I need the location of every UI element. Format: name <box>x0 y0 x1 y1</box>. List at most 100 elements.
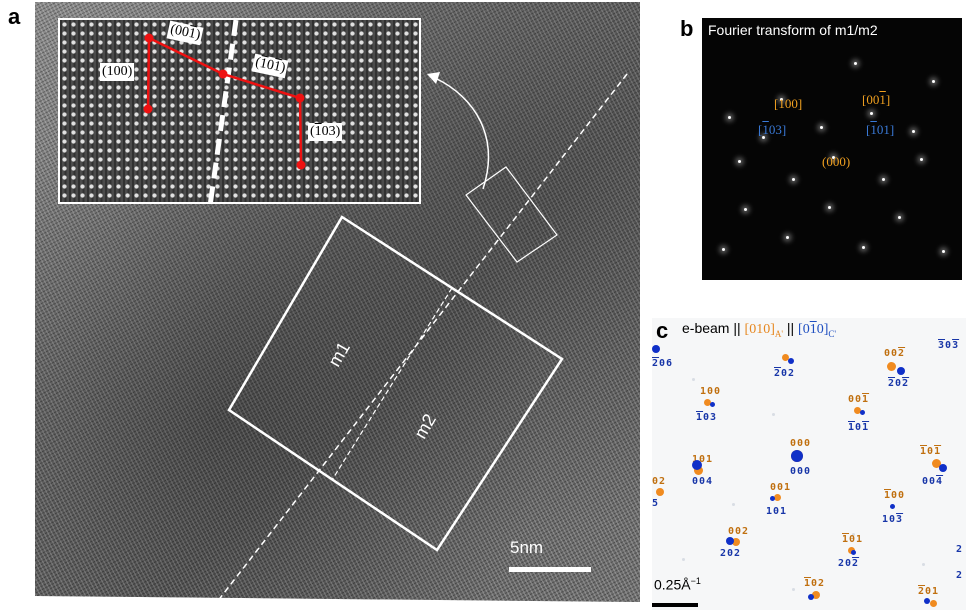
hkl-label: 100 <box>700 386 722 397</box>
panel-b-fft: Fourier transform of m1/m2 [100] [001] [… <box>702 18 962 280</box>
hkl-label: 101 <box>920 446 942 457</box>
scale-bar-c <box>652 603 698 607</box>
inset-boundary-dashed <box>208 20 239 202</box>
fft-spot <box>854 62 857 65</box>
hkl-label: 001 <box>848 394 870 405</box>
fft-spot <box>744 208 747 211</box>
panel-a-hrtem-image: (100) (001) (101) (103) m1 m2 5nm <box>35 2 640 602</box>
diffraction-spot <box>924 598 930 604</box>
diffraction-spot <box>692 460 702 470</box>
hkl-label: 000 <box>790 438 812 449</box>
hkl-label: 202 <box>774 368 796 379</box>
fft-spot-center <box>832 156 835 159</box>
panel-b-letter: b <box>680 16 694 41</box>
m1-m2-divider <box>331 287 453 481</box>
scale-bar-label: 5nm <box>510 538 544 557</box>
faint-spot <box>902 378 905 381</box>
hkl-label: 001 <box>770 482 792 493</box>
hkl-label: 02 <box>652 476 667 487</box>
fft-label-m101: [101] <box>866 122 895 137</box>
scale-bar-c-label: 0.25Å−1 <box>654 576 701 593</box>
hkl-label: 202 <box>720 548 742 559</box>
faint-spot <box>922 563 925 566</box>
hkl-label: 101 <box>692 454 714 465</box>
diffraction-spot <box>782 354 789 361</box>
diffraction-spot <box>887 362 896 371</box>
beam-direction-title: e-beam || [010]A' || [010]C' <box>682 320 837 339</box>
fft-spot <box>882 178 885 181</box>
hkl-label: 101 <box>766 506 788 517</box>
diffraction-spot <box>694 466 703 475</box>
panel-a-letter: a <box>8 4 21 29</box>
fft-spot <box>820 126 823 129</box>
diffraction-spot <box>812 591 820 599</box>
hkl-label: 303 <box>938 340 960 351</box>
panel-a-overlay <box>216 72 628 602</box>
panel-c-simulated-diffraction: e-beam || [010]A' || [010]C' 206 202 002… <box>652 318 966 610</box>
fft-spot <box>792 178 795 181</box>
inset-pointer-arrow <box>434 77 490 190</box>
hkl-label: 101 <box>842 534 864 545</box>
hkl-label: 202 <box>888 378 910 389</box>
fft-spot <box>786 236 789 239</box>
scale-bar <box>509 567 591 572</box>
hkl-label: 2 <box>956 544 964 555</box>
hkl-label: 2 <box>956 570 964 581</box>
fft-spot <box>920 158 923 161</box>
m1-m2-region-box <box>227 215 564 552</box>
hkl-label: 004 <box>692 476 714 487</box>
path-node <box>218 69 228 79</box>
hkl-label: 206 <box>652 358 674 369</box>
diffraction-spot <box>732 538 740 546</box>
fft-spot <box>932 80 935 83</box>
diffraction-spot <box>770 496 775 501</box>
fft-spot <box>828 206 831 209</box>
faint-spot <box>682 558 685 561</box>
diffraction-spot <box>851 550 856 555</box>
faint-spot <box>852 533 855 536</box>
diffraction-spot <box>860 410 865 415</box>
fft-label-00-1: [001] <box>862 92 891 107</box>
diffraction-spot <box>808 594 814 600</box>
diffraction-spot <box>774 494 781 501</box>
diffraction-spot <box>890 504 895 509</box>
hkl-label: 102 <box>804 578 826 589</box>
inset-pointer-arrowhead <box>427 72 440 84</box>
twin-boundary-line <box>216 73 628 602</box>
diffraction-spot <box>788 358 794 364</box>
fft-spot <box>722 248 725 251</box>
fft-label-000: (000) <box>822 154 851 169</box>
fft-title: Fourier transform of m1/m2 <box>708 22 878 38</box>
panel-c-letter: c <box>656 318 669 343</box>
diffraction-spot-center <box>791 450 803 462</box>
fft-spot <box>862 246 865 249</box>
label-m103: (103) <box>308 123 343 141</box>
diffraction-spot <box>939 464 947 472</box>
inset-overlay <box>143 20 306 202</box>
hkl-label: 100 <box>884 490 906 501</box>
diffraction-spot <box>726 537 734 545</box>
fft-spot <box>942 250 945 253</box>
inset-lattice-image <box>60 20 419 202</box>
hkl-label: 103 <box>882 514 904 525</box>
fft-spot <box>738 160 741 163</box>
fft-label-100: [100] <box>774 96 803 111</box>
fft-spot <box>780 98 783 101</box>
inset-region-box <box>465 166 558 263</box>
diffraction-spot <box>930 600 937 607</box>
hkl-label: 000 <box>790 466 812 477</box>
label-100: (100) <box>100 63 135 81</box>
path-node <box>144 33 154 43</box>
hkl-label: 002 <box>884 348 906 359</box>
fft-label-m103: [103] <box>758 122 787 137</box>
fft-spot <box>762 136 765 139</box>
fft-spot <box>728 116 731 119</box>
fft-spot <box>870 112 873 115</box>
faint-spot <box>692 378 695 381</box>
path-node <box>296 160 306 170</box>
hkl-label: 202 <box>838 558 860 569</box>
diffraction-spot <box>652 345 660 353</box>
inset-magnified-view: (100) (001) (101) (103) <box>58 18 421 204</box>
path-node <box>295 93 305 103</box>
faint-spot <box>732 503 735 506</box>
